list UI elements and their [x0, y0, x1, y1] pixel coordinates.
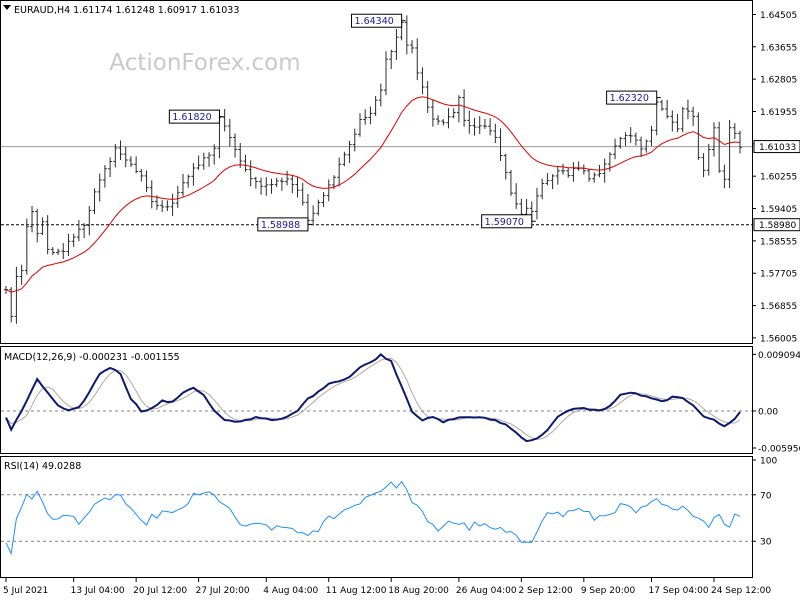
- price-callout-box: [606, 90, 658, 105]
- x-tick-label: 4 Aug 04:00: [263, 586, 318, 596]
- rsi-tick-label: 70: [760, 491, 772, 501]
- price-callouts: 1.61820 1.64340 1.62320 1.58988 1.59070: [168, 13, 661, 232]
- x-tick-label: 2 Sep 12:00: [518, 586, 573, 596]
- x-tick-label: 5 Jul 2021: [3, 586, 48, 596]
- macd-y-axis: 0.009094 0.00 -0.005956: [1, 351, 800, 454]
- x-tick-label: 13 Jul 04:00: [71, 586, 125, 596]
- macd-signal-line: [5, 357, 741, 440]
- x-tick-label: 20 Jul 12:00: [133, 586, 187, 596]
- rsi-panel-frame: [0, 456, 753, 578]
- macd-label: MACD(12,26,9) -0.000231 -0.001155: [4, 352, 180, 363]
- x-tick-label: 24 Sep 12:00: [711, 586, 771, 596]
- rsi-line: [5, 480, 741, 556]
- x-tick-label: 27 Jul 20:00: [196, 586, 250, 596]
- x-axis: 5 Jul 2021 13 Jul 04:00 20 Jul 12:00 27 Jul…: [3, 578, 771, 596]
- x-tick-label: 17 Sep 04:00: [649, 586, 709, 596]
- price-marker-box: [753, 218, 800, 232]
- macd-tick-label: -0.005956: [758, 444, 800, 454]
- price-markers: 1.61033 1.58980: [753, 140, 800, 232]
- y-tick-label: 1.57705: [760, 270, 797, 280]
- info-label-group: EURAUD,H4 1.61174 1.61248 1.60917 1.6103…: [3, 5, 239, 16]
- price-callout-label: 1.59070: [485, 217, 524, 228]
- x-tick-label: 9 Sep 20:00: [581, 586, 636, 596]
- price-bars: [4, 15, 742, 324]
- macd-lines: [5, 353, 741, 443]
- price-callout-label: 1.62320: [610, 93, 649, 104]
- price-callout-label: 1.61820: [172, 112, 211, 123]
- y-tick-label: 1.61955: [760, 108, 797, 118]
- macd-tick-label: 0.009094: [758, 351, 800, 361]
- moving-average-line: [5, 96, 741, 293]
- price-marker-label: 1.61033: [759, 143, 796, 153]
- rsi-series-line: [5, 480, 741, 556]
- y-tick-label: 1.59405: [760, 205, 797, 215]
- macd-main-line: [5, 353, 741, 443]
- y-tick-label: 1.58555: [760, 237, 797, 247]
- y-tick-label: 1.62805: [760, 76, 797, 86]
- rsi-tick-label: 30: [760, 538, 772, 548]
- price-callout-label: 1.64340: [355, 16, 394, 27]
- price-marker-label: 1.58980: [759, 221, 796, 231]
- price-callout-box: [481, 214, 533, 229]
- rsi-y-axis: 100 70 30: [1, 457, 777, 548]
- rsi-label: RSI(14) 49.0288: [4, 461, 81, 472]
- rsi-tick-label: 100: [760, 457, 777, 467]
- moving-average: [5, 96, 741, 293]
- y-tick-label: 1.56855: [760, 302, 797, 312]
- y-tick-label: 1.60255: [760, 173, 797, 183]
- y-tick-label: 1.63655: [760, 43, 797, 53]
- macd-panel-frame: [0, 346, 753, 454]
- price-callout-label: 1.58988: [261, 220, 300, 231]
- support-line: [1, 146, 752, 226]
- price-marker-box: [753, 140, 800, 154]
- main-panel-frame: [0, 0, 753, 344]
- watermark: ActionForex.com: [109, 50, 300, 76]
- x-tick-label: 11 Aug 12:00: [326, 586, 387, 596]
- y-tick-label: 1.56005: [760, 334, 797, 344]
- macd-tick-label: 0.00: [758, 407, 778, 417]
- x-tick-label: 26 Aug 04:00: [456, 586, 517, 596]
- instrument-info: EURAUD,H4 1.61174 1.61248 1.60917 1.6103…: [14, 5, 239, 16]
- y-tick-label: 1.64505: [760, 11, 797, 21]
- x-tick-label: 18 Aug 20:00: [388, 586, 449, 596]
